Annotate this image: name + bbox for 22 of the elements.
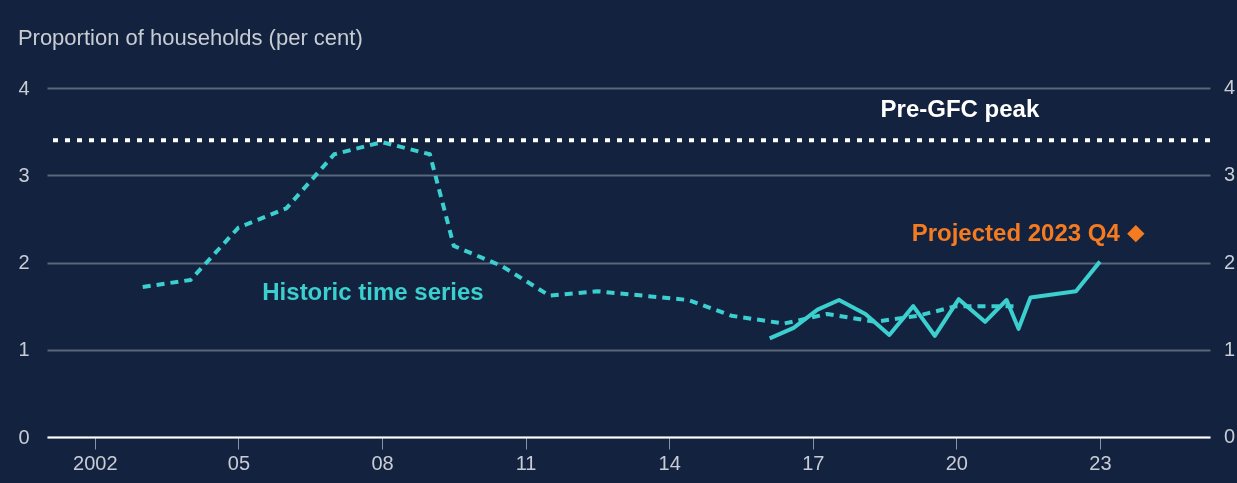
x-tick-label: 11 (515, 451, 537, 474)
y-tick-label: 4 (18, 76, 30, 99)
y2-tick-label: 2 (1224, 250, 1236, 273)
ref-line-label: Pre-GFC peak (880, 95, 1040, 123)
y-tick-label: 2 (18, 251, 30, 273)
x-tick-label: 23 (1089, 451, 1112, 474)
x-tick-label: 20 (945, 451, 968, 474)
y2-tick-label: 4 (1224, 76, 1236, 98)
y2-tick-label: 3 (1224, 163, 1236, 186)
y-tick-label: 0 (18, 425, 30, 448)
x-tick-label: 05 (227, 451, 251, 474)
y2-tick-label: 1 (1224, 337, 1236, 360)
series-label: Projected 2023 Q4 (911, 218, 1121, 246)
y-axis-title: Proportion of households (per cent) (17, 25, 363, 50)
y2-tick-label: 0 (1224, 425, 1236, 447)
y-tick-label: 3 (18, 163, 30, 186)
x-tick-label: 2002 (73, 451, 118, 474)
x-tick-label: 14 (658, 451, 681, 474)
x-tick-label: 17 (802, 451, 825, 474)
series-label: Historic time series (262, 278, 484, 305)
x-tick-label: 08 (371, 451, 394, 474)
y-tick-label: 1 (18, 338, 30, 361)
